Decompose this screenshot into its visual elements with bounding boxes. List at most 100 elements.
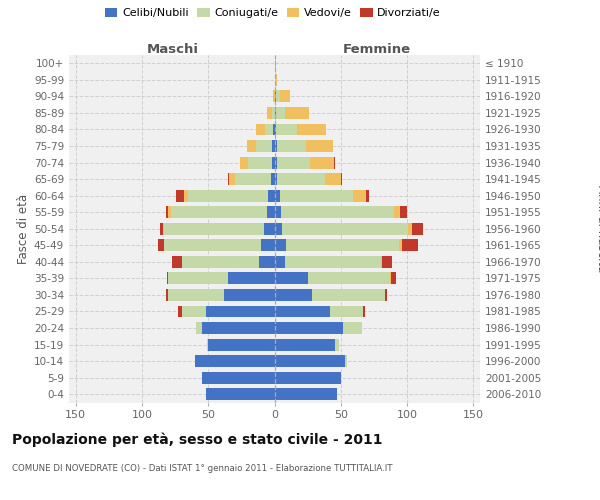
Bar — [158, 240, 164, 252]
Bar — [228, 272, 275, 284]
Bar — [247, 140, 256, 152]
Bar — [334, 156, 335, 168]
Bar — [400, 206, 407, 218]
Bar — [281, 206, 394, 218]
Bar — [171, 206, 266, 218]
Bar — [275, 140, 277, 152]
Bar — [207, 338, 208, 350]
Bar — [275, 74, 276, 86]
Bar — [275, 372, 341, 384]
Bar — [277, 156, 310, 168]
Bar — [409, 223, 412, 234]
Bar — [268, 190, 275, 202]
Bar — [196, 322, 202, 334]
Bar — [271, 173, 275, 185]
Bar — [275, 223, 283, 234]
Bar — [166, 206, 169, 218]
Text: Femmine: Femmine — [343, 43, 410, 56]
Bar — [366, 190, 368, 202]
Text: Maschi: Maschi — [146, 43, 199, 56]
Bar — [283, 223, 409, 234]
Bar — [272, 156, 275, 168]
Bar — [275, 156, 277, 168]
Bar — [310, 156, 334, 168]
Bar — [280, 90, 290, 102]
Bar — [275, 58, 276, 69]
Bar — [335, 338, 340, 350]
Bar — [172, 256, 182, 268]
Bar — [285, 107, 309, 119]
Bar — [273, 90, 275, 102]
Bar — [391, 272, 397, 284]
Bar — [166, 289, 169, 301]
Bar — [275, 256, 285, 268]
Bar — [399, 240, 402, 252]
Y-axis label: Fasce di età: Fasce di età — [17, 194, 30, 264]
Bar — [275, 124, 276, 136]
Bar — [273, 124, 275, 136]
Bar — [266, 107, 272, 119]
Bar — [182, 256, 259, 268]
Bar — [164, 223, 264, 234]
Bar — [275, 338, 335, 350]
Bar — [297, 124, 326, 136]
Bar — [272, 107, 275, 119]
Bar — [311, 289, 385, 301]
Bar — [275, 289, 311, 301]
Bar — [275, 190, 280, 202]
Bar — [266, 206, 275, 218]
Bar — [394, 206, 400, 218]
Bar — [275, 206, 281, 218]
Bar — [206, 306, 275, 318]
Bar — [169, 272, 228, 284]
Bar — [160, 223, 163, 234]
Bar — [256, 140, 272, 152]
Bar — [248, 156, 272, 168]
Bar — [276, 74, 277, 86]
Bar — [264, 223, 275, 234]
Bar — [229, 173, 235, 185]
Bar — [275, 355, 345, 367]
Bar — [380, 256, 382, 268]
Bar — [343, 322, 362, 334]
Bar — [178, 306, 182, 318]
Bar — [275, 173, 277, 185]
Bar — [285, 256, 380, 268]
Bar — [308, 272, 390, 284]
Bar — [167, 272, 169, 284]
Bar — [341, 173, 342, 185]
Bar — [202, 322, 275, 334]
Bar — [275, 322, 343, 334]
Bar — [307, 140, 333, 152]
Bar — [240, 156, 248, 168]
Bar — [345, 355, 347, 367]
Bar — [330, 306, 364, 318]
Bar — [182, 306, 206, 318]
Bar — [275, 306, 330, 318]
Bar — [272, 140, 275, 152]
Bar — [276, 90, 280, 102]
Bar — [261, 240, 275, 252]
Bar — [280, 190, 353, 202]
Bar — [164, 240, 261, 252]
Y-axis label: Anni di nascita: Anni di nascita — [595, 185, 600, 272]
Bar — [277, 173, 325, 185]
Bar — [364, 306, 365, 318]
Bar — [412, 223, 423, 234]
Bar — [275, 107, 276, 119]
Bar — [385, 289, 387, 301]
Bar — [382, 256, 392, 268]
Bar — [275, 388, 337, 400]
Bar — [276, 124, 297, 136]
Bar — [235, 173, 271, 185]
Bar — [275, 240, 286, 252]
Bar — [325, 173, 341, 185]
Text: COMUNE DI NOVEDRATE (CO) - Dati ISTAT 1° gennaio 2011 - Elaborazione TUTTITALIA.: COMUNE DI NOVEDRATE (CO) - Dati ISTAT 1°… — [12, 464, 392, 473]
Bar — [169, 289, 224, 301]
Bar — [256, 124, 265, 136]
Bar — [224, 289, 275, 301]
Bar — [184, 190, 188, 202]
Bar — [275, 90, 276, 102]
Bar — [390, 272, 391, 284]
Bar — [353, 190, 366, 202]
